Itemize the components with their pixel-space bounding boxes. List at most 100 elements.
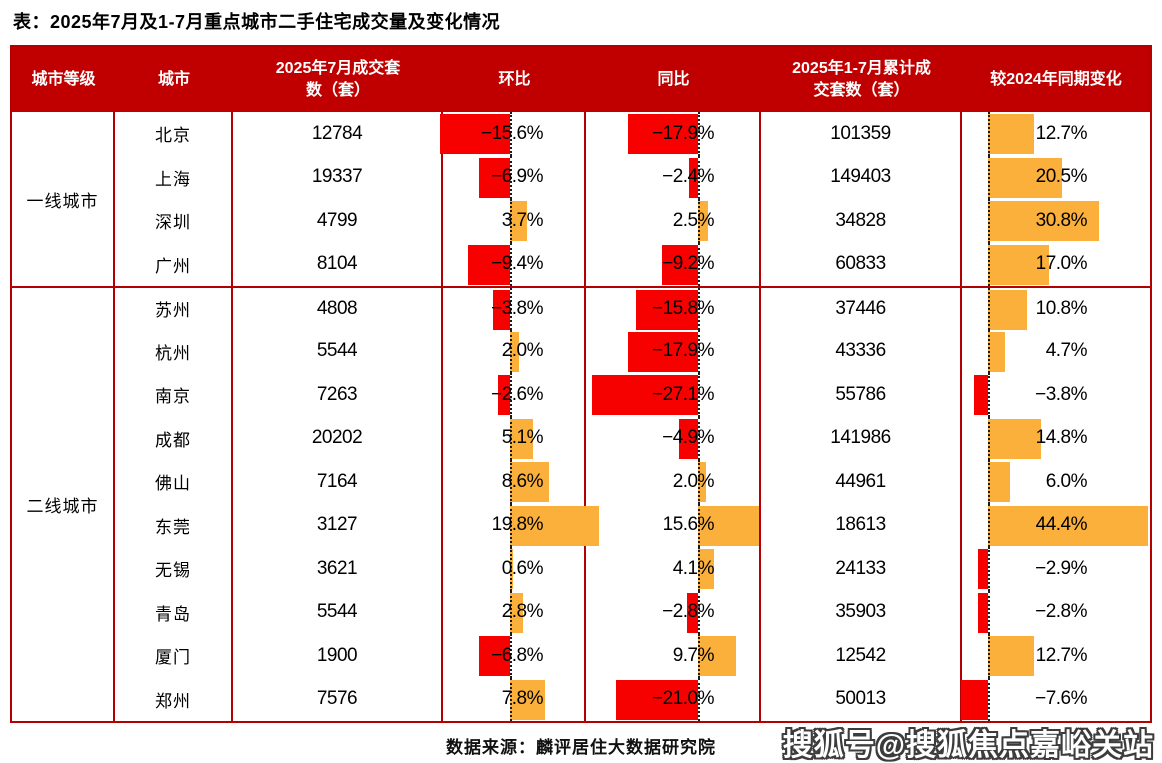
header-5: 2025年1-7月累计成 交套数（套） xyxy=(761,47,962,112)
chg-bar xyxy=(988,244,1050,285)
zero-axis-line xyxy=(510,677,512,721)
chg-value-label: 12.7% xyxy=(1035,122,1088,144)
header-4: 同比 xyxy=(586,47,761,112)
yoy-value-label: 15.6% xyxy=(662,514,715,536)
chg-value-label: 10.8% xyxy=(1035,297,1088,319)
zero-axis-line xyxy=(698,329,700,373)
mom-bar-cell: 0.6% xyxy=(443,547,586,591)
july-volume-cell: 7164 xyxy=(233,460,443,504)
yoy-bar-cell: −15.8% xyxy=(586,286,761,330)
mom-value-label: −15.6% xyxy=(481,122,543,144)
mom-value-label: −6.8% xyxy=(491,644,543,666)
zero-axis-line xyxy=(510,373,512,417)
zero-axis-line xyxy=(698,288,700,330)
zero-axis-line xyxy=(510,112,512,156)
cumulative-volume-cell: 141986 xyxy=(761,416,962,460)
yoy-bar-cell: 9.7% xyxy=(586,634,761,678)
chg-bar-cell: 12.7% xyxy=(962,634,1150,678)
yoy-value-label: −2.4% xyxy=(662,166,714,188)
yoy-bar-cell: −4.9% xyxy=(586,416,761,460)
mom-bar xyxy=(510,592,523,633)
chg-bar xyxy=(960,679,988,720)
yoy-bar xyxy=(688,157,698,198)
zero-axis-line xyxy=(988,503,990,547)
chg-bar xyxy=(977,592,988,633)
mom-bar-cell: 2.0% xyxy=(443,329,586,373)
cumulative-volume-cell: 43336 xyxy=(761,329,962,373)
chg-bar-cell: 30.8% xyxy=(962,199,1150,243)
mom-value-label: 0.6% xyxy=(501,557,544,579)
zero-axis-line xyxy=(988,416,990,460)
city-cell: 无锡 xyxy=(115,547,233,591)
header-1: 城市 xyxy=(115,47,233,112)
zero-axis-line xyxy=(698,155,700,199)
cumulative-volume-cell: 37446 xyxy=(761,286,962,330)
zero-axis-line xyxy=(698,242,700,286)
yoy-bar-cell: 2.5% xyxy=(586,199,761,243)
july-volume-cell: 19337 xyxy=(233,155,443,199)
yoy-bar-cell: 15.6% xyxy=(586,503,761,547)
chg-bar xyxy=(988,157,1062,198)
chg-bar-cell: 17.0% xyxy=(962,242,1150,286)
zero-axis-line xyxy=(510,634,512,678)
mom-bar-cell: 8.6% xyxy=(443,460,586,504)
chg-bar-cell: 12.7% xyxy=(962,112,1150,156)
chg-bar-cell: 6.0% xyxy=(962,460,1150,504)
chg-value-label: 30.8% xyxy=(1035,209,1088,231)
yoy-bar xyxy=(678,418,698,459)
yoy-value-label: −4.9% xyxy=(662,427,714,449)
mom-value-label: −2.6% xyxy=(491,383,543,405)
yoy-value-label: −2.8% xyxy=(662,601,714,623)
yoy-value-label: −9.2% xyxy=(662,253,714,275)
yoy-bar-cell: −2.8% xyxy=(586,590,761,634)
zero-axis-line xyxy=(988,155,990,199)
mom-bar-cell: −3.8% xyxy=(443,286,586,330)
city-cell: 杭州 xyxy=(115,329,233,373)
yoy-value-label: −17.9% xyxy=(652,122,714,144)
chg-bar-cell: 44.4% xyxy=(962,503,1150,547)
yoy-value-label: 2.5% xyxy=(672,209,715,231)
zero-axis-line xyxy=(988,590,990,634)
mom-bar xyxy=(510,679,546,720)
chg-value-label: −2.8% xyxy=(1035,601,1087,623)
yoy-bar-cell: −2.4% xyxy=(586,155,761,199)
zero-axis-line xyxy=(698,460,700,504)
cumulative-volume-cell: 55786 xyxy=(761,373,962,417)
zero-axis-line xyxy=(988,199,990,243)
city-cell: 广州 xyxy=(115,242,233,286)
chg-value-label: 20.5% xyxy=(1035,166,1088,188)
city-cell: 深圳 xyxy=(115,199,233,243)
chg-bar-cell: −2.8% xyxy=(962,590,1150,634)
city-cell: 青岛 xyxy=(115,590,233,634)
mom-bar xyxy=(510,462,549,502)
mom-bar xyxy=(498,375,510,415)
chg-value-label: −3.8% xyxy=(1035,383,1087,405)
july-volume-cell: 3127 xyxy=(233,503,443,547)
mom-bar-cell: −9.4% xyxy=(443,242,586,286)
chg-bar-cell: 20.5% xyxy=(962,155,1150,199)
yoy-bar xyxy=(698,549,714,589)
mom-value-label: 2.0% xyxy=(501,340,544,362)
chg-bar xyxy=(988,462,1010,502)
chg-bar xyxy=(988,505,1148,546)
chg-bar-cell: 4.7% xyxy=(962,329,1150,373)
july-volume-cell: 20202 xyxy=(233,416,443,460)
july-volume-cell: 5544 xyxy=(233,329,443,373)
yoy-bar-cell: −9.2% xyxy=(586,242,761,286)
tier-cell: 一线城市 xyxy=(12,112,115,286)
zero-axis-line xyxy=(698,503,700,547)
header-2: 2025年7月成交套 数（套） xyxy=(233,47,443,112)
chg-bar xyxy=(988,114,1034,154)
mom-bar xyxy=(510,418,533,459)
yoy-bar xyxy=(628,114,698,154)
zero-axis-line xyxy=(698,590,700,634)
cumulative-volume-cell: 12542 xyxy=(761,634,962,678)
yoy-bar xyxy=(698,201,708,241)
chg-value-label: −2.9% xyxy=(1035,557,1087,579)
yoy-bar xyxy=(698,636,736,676)
watermark: 搜狐号@搜狐焦点嘉峪关站 xyxy=(782,729,1154,762)
zero-axis-line xyxy=(698,373,700,417)
cumulative-volume-cell: 18613 xyxy=(761,503,962,547)
mom-bar xyxy=(492,290,510,330)
yoy-value-label: −27.1% xyxy=(652,383,714,405)
